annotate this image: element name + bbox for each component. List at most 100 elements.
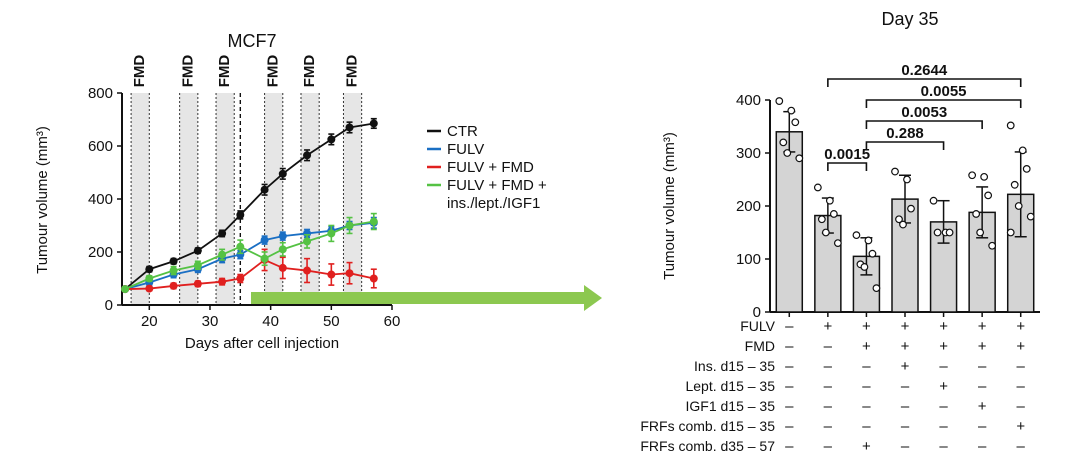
comparison-brackets: 0.0015 0.288 0.0053 0.0055 0.2644 (824, 62, 1022, 171)
series-2 (121, 248, 378, 294)
p-value-label: 0.0055 (921, 83, 967, 100)
bars (775, 97, 1035, 313)
data-point (795, 154, 804, 163)
bar-group (929, 196, 958, 313)
comparison-bracket (865, 99, 1022, 108)
data-point (218, 229, 227, 238)
y-tick-label: 400 (736, 92, 761, 109)
treatment-mark: – (1017, 358, 1026, 375)
data-point (821, 228, 830, 237)
treatment-mark: – (824, 418, 833, 435)
data-point (327, 135, 336, 144)
data-point (817, 215, 826, 224)
treatment-table: FULV – + + + + + +FMD – – + + + + +Ins. d15 – 35– – – + – –… (640, 318, 1025, 455)
data-point (260, 185, 269, 194)
fmd-band (343, 93, 362, 305)
p-value-label: 0.0053 (901, 104, 947, 121)
legend-label: FULV + FMD + (447, 177, 547, 194)
treatment-mark: – (785, 418, 794, 435)
data-point (980, 172, 989, 181)
fmd-band (264, 93, 283, 305)
data-point (988, 241, 997, 250)
data-point (833, 239, 842, 248)
data-point (907, 204, 915, 213)
data-point (852, 231, 861, 240)
treatment-mark: + (1016, 338, 1025, 355)
treatment-mark: – (939, 398, 948, 415)
data-point (860, 263, 869, 271)
treatment-mark: – (901, 418, 910, 435)
treatment-mark: + (1016, 418, 1025, 435)
data-point (278, 169, 287, 178)
treatment-mark: – (1017, 438, 1026, 455)
y-axis-label: Tumour volume (mm³) (661, 132, 678, 280)
data-point (303, 237, 312, 246)
data-point (278, 232, 287, 241)
fmd-label: FMD (131, 55, 148, 88)
bar-group (852, 231, 881, 313)
data-point (169, 257, 178, 266)
bar-group (813, 183, 842, 313)
treatment-mark: + (978, 318, 987, 335)
x-tick-label: 60 (384, 313, 401, 330)
p-value-label: 0.2644 (901, 62, 948, 79)
treatment-mark: – (824, 338, 833, 355)
treatment-row-label: Ins. d15 – 35 (694, 358, 775, 374)
data-point (972, 210, 981, 218)
data-point (868, 249, 877, 258)
chart-title: MCF7 (228, 31, 277, 51)
data-point (260, 254, 269, 263)
treatment-mark: – (939, 438, 948, 455)
data-point (345, 221, 354, 230)
y-axis-label: Tumour volume (mm³) (34, 126, 51, 274)
legend-label: FULV + FMD (447, 159, 534, 176)
treatment-mark: – (785, 358, 794, 375)
data-point (193, 246, 202, 255)
data-point (369, 217, 378, 226)
treatment-mark: + (862, 318, 871, 335)
treatment-mark: – (824, 358, 833, 375)
treatment-mark: – (978, 358, 987, 375)
data-point (945, 228, 954, 237)
series-line (124, 122, 374, 290)
fmd-bands: FMD FMD FMD FMD FMD FMD (130, 55, 363, 305)
data-point (813, 183, 822, 192)
fmd-label: FMD (216, 55, 233, 88)
treatment-mark: + (862, 338, 871, 355)
treatment-mark: + (901, 318, 910, 335)
data-point (775, 97, 784, 105)
legend-label: FULV (447, 141, 484, 158)
data-point (895, 215, 903, 224)
data-point (236, 242, 245, 251)
comparison-bracket (827, 78, 1022, 87)
data-point (327, 270, 336, 279)
data-point (787, 106, 796, 115)
comparison-bracket (865, 141, 945, 150)
data-point (218, 250, 227, 259)
treatment-mark: – (901, 378, 910, 395)
data-point (327, 229, 336, 238)
comparison-bracket (827, 162, 868, 171)
x-axis-label: Days after cell injection (185, 335, 339, 352)
data-point (779, 138, 788, 147)
data-point (193, 261, 202, 270)
y-tick-label: 100 (736, 251, 761, 268)
data-point (303, 151, 312, 160)
data-point (145, 265, 154, 274)
fmd-label: FMD (344, 55, 361, 88)
data-point (1006, 228, 1015, 237)
treatment-mark: – (824, 378, 833, 395)
treatment-mark: – (978, 438, 987, 455)
fmd-band (216, 93, 235, 305)
data-point (236, 210, 245, 219)
treatment-mark: + (823, 318, 832, 335)
data-point (303, 266, 312, 275)
treatment-mark: – (978, 378, 987, 395)
y-tick-label: 300 (736, 145, 761, 162)
treatment-mark: – (785, 398, 794, 415)
data-point (1026, 212, 1035, 221)
data-point (933, 228, 942, 237)
p-value-label: 0.0015 (824, 146, 870, 163)
